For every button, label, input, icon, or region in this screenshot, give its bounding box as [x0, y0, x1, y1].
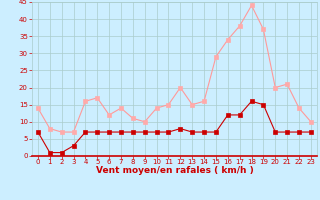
X-axis label: Vent moyen/en rafales ( km/h ): Vent moyen/en rafales ( km/h )	[96, 166, 253, 175]
